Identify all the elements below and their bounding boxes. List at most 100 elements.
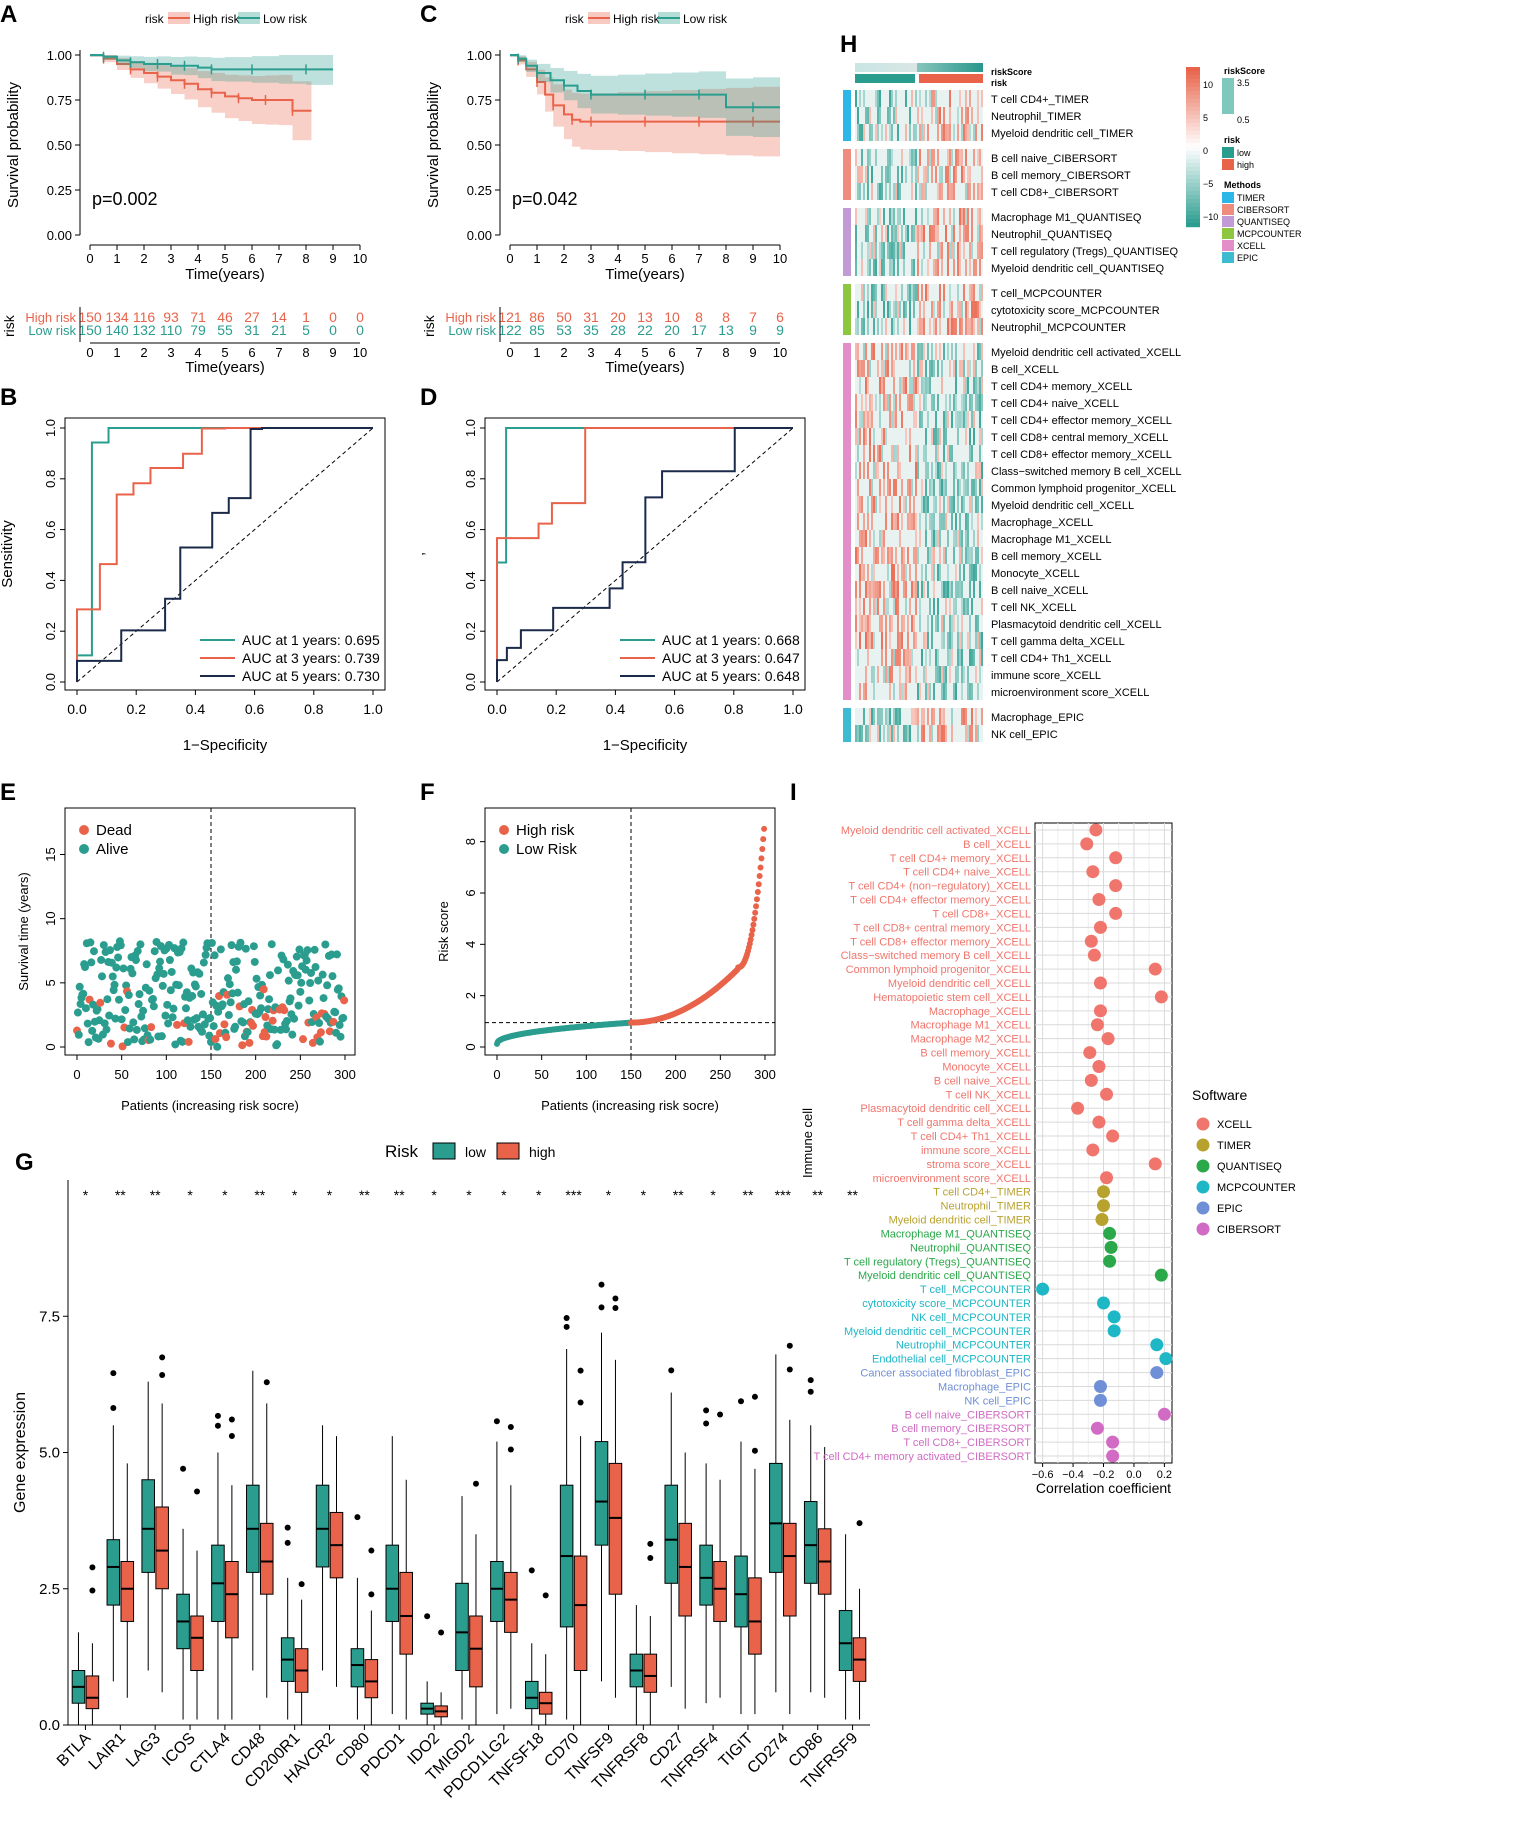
heatmap-cell [909,124,911,141]
correlation-dot [1150,1366,1164,1380]
heatmap-cell [961,462,963,479]
x-tick-label: 8 [302,251,309,266]
heatmap-cell [979,90,981,107]
alive-point [195,969,204,978]
method-bar [843,107,851,125]
heatmap-cell [957,166,959,183]
heatmap-cell [947,462,949,479]
heatmap-cell [913,225,915,242]
heatmap-cell [913,725,915,742]
heatmap-cell [897,107,899,124]
heatmap-cell [959,343,961,360]
heatmap-cell [903,615,905,632]
immune-cell-label: Macrophage M2_XCELL [911,1034,1031,1046]
method-bar [843,183,851,200]
color-scale-step [1186,187,1200,192]
heatmap-row-label: Myeloid dendritic cell_TIMER [991,128,1133,140]
risk-table-x-tick: 5 [221,345,228,360]
heatmap-cell [875,632,877,649]
heatmap-cell [885,225,887,242]
heatmap-cell [943,632,945,649]
heatmap-cell [959,615,961,632]
heatmap-cell [945,683,947,700]
risk-table-cell: 14 [271,309,287,325]
heatmap-cell [887,107,889,124]
high-risk-point [752,909,759,916]
heatmap-cell [975,301,977,318]
heatmap-cell [933,284,935,301]
heatmap-cell [857,496,859,513]
alive-point [282,1016,291,1025]
x-tick-label: 7 [275,251,282,266]
heatmap-cell [967,149,969,166]
heatmap-cell [933,107,935,124]
heatmap-cell [941,496,943,513]
heatmap-cell [895,343,897,360]
heatmap-cell [913,166,915,183]
riskscore-cell [865,63,867,72]
heatmap-cell [977,149,979,166]
heatmap-cell [957,564,959,581]
heatmap-cell [905,411,907,428]
method-bar [843,564,851,582]
heatmap-cell [929,649,931,666]
dead-point [248,1021,257,1030]
legend-label: AUC at 1 years: 0.695 [242,632,380,648]
heatmap-cell [973,547,975,564]
heatmap-cell [939,530,941,547]
alive-point [290,1014,299,1023]
heatmap-cell [881,343,883,360]
alive-point [81,1004,90,1013]
heatmap-cell [911,377,913,394]
heatmap-cell [893,530,895,547]
heatmap-cell [943,166,945,183]
heatmap-cell [909,225,911,242]
heatmap-cell [867,581,869,598]
heatmap-cell [973,149,975,166]
heatmap-cell [949,581,951,598]
heatmap-cell [969,530,971,547]
heatmap-cell [977,411,979,428]
heatmap-cell [951,428,953,445]
heatmap-cell [871,343,873,360]
heatmap-cell [885,124,887,141]
heatmap-cell [873,284,875,301]
heatmap-cell [941,343,943,360]
riskscore-cell [967,63,969,72]
heatmap-cell [875,649,877,666]
heatmap-cell [859,242,861,259]
heatmap-cell [855,107,857,124]
box-high [399,1571,414,1655]
risk-table-cell: 86 [529,309,545,325]
heatmap-cell [883,242,885,259]
x-axis-title: Patients (increasing risk socre) [541,1098,719,1113]
y-axis-title: Sensitivity [0,520,16,588]
heatmap-cell [931,90,933,107]
heatmap-cell [953,708,955,725]
heatmap-cell [887,124,889,141]
heatmap-cell [879,411,881,428]
heatmap-cell [929,479,931,496]
heatmap-cell [919,530,921,547]
heatmap-cell [907,183,909,200]
heatmap-cell [933,225,935,242]
heatmap-cell [937,242,939,259]
heatmap-cell [939,183,941,200]
riskscore-cell [963,63,965,72]
heatmap-cell [935,149,937,166]
heatmap-cell [885,428,887,445]
legend-label-low: low [465,1144,487,1160]
heatmap-cell [865,166,867,183]
heatmap-cell [933,708,935,725]
heatmap-cell [959,581,961,598]
heatmap-cell [973,90,975,107]
heatmap-row-label: Myeloid dendritic cell_XCELL [991,500,1134,512]
heatmap-cell [973,530,975,547]
heatmap-cell [885,208,887,225]
risk-table-x-tick: 9 [329,345,336,360]
heatmap-cell [961,598,963,615]
heatmap-cell [909,615,911,632]
heatmap-cell [925,581,927,598]
heatmap-row-label: T cell CD8+ effector memory_XCELL [991,449,1172,461]
correlation-dot [1093,1004,1107,1018]
